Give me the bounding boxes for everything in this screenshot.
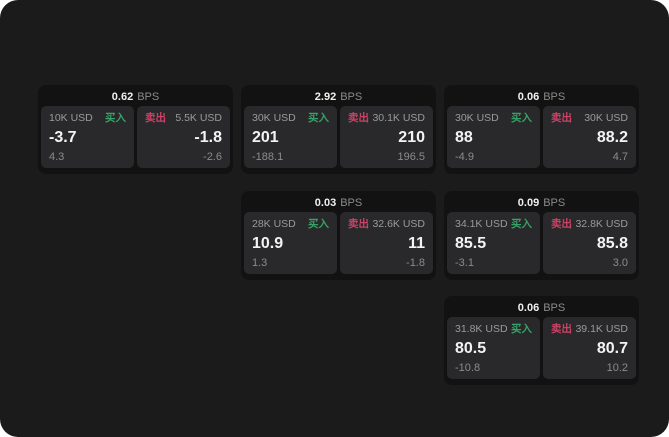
buy-amount: 30K USD [455, 112, 499, 124]
buy-panel[interactable]: 30K USD 买入 201 -188.1 [244, 106, 337, 168]
buy-tag: 买入 [308, 218, 329, 230]
bps-unit-label: BPS [137, 91, 160, 103]
buy-tag: 买入 [511, 112, 532, 124]
bps-value: 2.92 [314, 91, 337, 103]
buy-change: -3.1 [455, 257, 474, 269]
bps-header: 0.09 BPS [447, 194, 636, 212]
bps-unit-label: BPS [543, 197, 566, 209]
bps-header: 0.06 BPS [447, 88, 636, 106]
buy-amount: 31.8K USD [455, 323, 508, 335]
sell-amount: 39.1K USD [575, 323, 628, 335]
bps-header: 0.06 BPS [447, 299, 636, 317]
buy-panel[interactable]: 28K USD 买入 10.9 1.3 [244, 212, 337, 274]
bps-unit-label: BPS [340, 197, 363, 209]
sell-change: -2.6 [203, 151, 222, 163]
quote-card: 0.03 BPS 28K USD 买入 10.9 1.3 卖出 32.6K US… [241, 191, 436, 280]
buy-change: 4.3 [49, 151, 65, 163]
buy-panel[interactable]: 31.8K USD 买入 80.5 -10.8 [447, 317, 540, 379]
sell-amount: 30K USD [584, 112, 628, 124]
quote-card: 0.06 BPS 30K USD 买入 88 -4.9 卖出 30K USD 8… [444, 85, 639, 174]
sell-panel[interactable]: 卖出 39.1K USD 80.7 10.2 [543, 317, 636, 379]
buy-amount: 10K USD [49, 112, 93, 124]
quote-card: 2.92 BPS 30K USD 买入 201 -188.1 卖出 30.1K … [241, 85, 436, 174]
buy-tag: 买入 [105, 112, 126, 124]
buy-quote: 201 [252, 129, 279, 146]
bps-unit-label: BPS [543, 302, 566, 314]
buy-tag: 买入 [511, 323, 532, 335]
bps-header: 0.62 BPS [41, 88, 230, 106]
sell-panel[interactable]: 卖出 32.8K USD 85.8 3.0 [543, 212, 636, 274]
buy-amount: 30K USD [252, 112, 296, 124]
bps-value: 0.06 [517, 302, 540, 314]
bps-value: 0.03 [314, 197, 337, 209]
buy-quote: 10.9 [252, 235, 284, 252]
buy-change: -4.9 [455, 151, 474, 163]
buy-change: -10.8 [455, 362, 481, 374]
sell-amount: 30.1K USD [372, 112, 425, 124]
sell-quote: -1.8 [194, 129, 222, 146]
sell-tag: 卖出 [348, 218, 369, 230]
sell-tag: 卖出 [551, 218, 572, 230]
sell-quote: 11 [408, 235, 425, 252]
buy-quote: -3.7 [49, 129, 77, 146]
buy-panel[interactable]: 34.1K USD 买入 85.5 -3.1 [447, 212, 540, 274]
sell-panel[interactable]: 卖出 5.5K USD -1.8 -2.6 [137, 106, 230, 168]
sell-panel[interactable]: 卖出 30K USD 88.2 4.7 [543, 106, 636, 168]
sell-amount: 32.8K USD [575, 218, 628, 230]
quote-card: 0.06 BPS 31.8K USD 买入 80.5 -10.8 卖出 39.1… [444, 296, 639, 385]
sell-change: 10.2 [606, 362, 628, 374]
sell-quote: 85.8 [596, 235, 628, 252]
bps-unit-label: BPS [340, 91, 363, 103]
sell-quote: 88.2 [596, 129, 628, 146]
sell-change: 4.7 [612, 151, 628, 163]
buy-quote: 80.5 [455, 340, 487, 357]
sell-change: 196.5 [397, 151, 425, 163]
buy-panel[interactable]: 30K USD 买入 88 -4.9 [447, 106, 540, 168]
sell-change: -1.8 [406, 257, 425, 269]
quote-card: 0.62 BPS 10K USD 买入 -3.7 4.3 卖出 5.5K USD… [38, 85, 233, 174]
sell-amount: 5.5K USD [175, 112, 222, 124]
sell-tag: 卖出 [348, 112, 369, 124]
buy-quote: 85.5 [455, 235, 487, 252]
buy-panel[interactable]: 10K USD 买入 -3.7 4.3 [41, 106, 134, 168]
bps-header: 0.03 BPS [244, 194, 433, 212]
buy-tag: 买入 [511, 218, 532, 230]
buy-change: -188.1 [252, 151, 284, 163]
sell-quote: 210 [398, 129, 425, 146]
sell-panel[interactable]: 卖出 30.1K USD 210 196.5 [340, 106, 433, 168]
bps-value: 0.06 [517, 91, 540, 103]
sell-tag: 卖出 [145, 112, 166, 124]
sell-tag: 卖出 [551, 112, 572, 124]
sell-panel[interactable]: 卖出 32.6K USD 11 -1.8 [340, 212, 433, 274]
bps-header: 2.92 BPS [244, 88, 433, 106]
sell-tag: 卖出 [551, 323, 572, 335]
buy-amount: 28K USD [252, 218, 296, 230]
buy-tag: 买入 [308, 112, 329, 124]
buy-quote: 88 [455, 129, 473, 146]
sell-amount: 32.6K USD [372, 218, 425, 230]
bps-value: 0.62 [111, 91, 134, 103]
sell-change: 3.0 [612, 257, 628, 269]
buy-amount: 34.1K USD [455, 218, 508, 230]
sell-quote: 80.7 [596, 340, 628, 357]
bps-unit-label: BPS [543, 91, 566, 103]
quote-card: 0.09 BPS 34.1K USD 买入 85.5 -3.1 卖出 32.8K… [444, 191, 639, 280]
buy-change: 1.3 [252, 257, 268, 269]
bps-value: 0.09 [517, 197, 540, 209]
